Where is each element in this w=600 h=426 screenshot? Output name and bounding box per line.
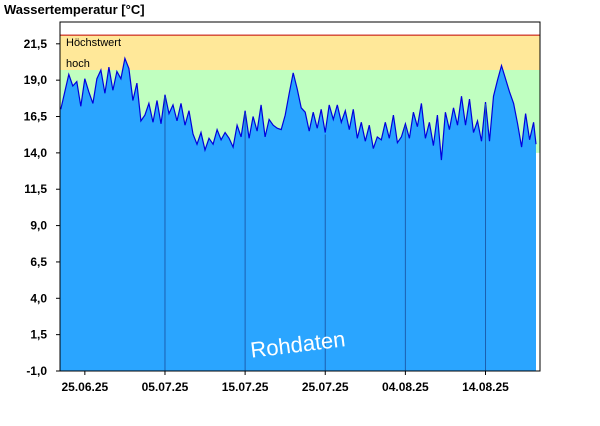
- y-tick-label: 21,5: [24, 37, 48, 51]
- temperature-area: [60, 58, 536, 372]
- y-tick-label: -1,0: [26, 364, 47, 378]
- temperature-line: [60, 56, 537, 161]
- x-tick-label: 25.06.25: [61, 380, 108, 394]
- day-gridlines: [164, 96, 487, 371]
- y-axis: 21,5 19,0 16,5 14,0 11,5 9,0 6,5 4,0 1,5 -1,0: [24, 37, 60, 378]
- band-hoechstwert: [60, 35, 540, 70]
- x-tick-label: 14.08.25: [462, 380, 509, 394]
- x-tick-label: 25.07.25: [302, 380, 349, 394]
- y-tick-label: 6,5: [30, 255, 47, 269]
- chart-title: Wassertemperatur [°C]: [4, 2, 145, 17]
- y-tick-label: 1,5: [30, 328, 47, 342]
- y-tick-label: 16,5: [24, 110, 48, 124]
- band-label-hoch: hoch: [66, 58, 90, 70]
- x-axis: 25.06.25 05.07.25 15.07.25 25.07.25 04.08.25…: [61, 371, 509, 394]
- band-label-hoechstwert: Höchstwert: [66, 37, 121, 49]
- x-tick-label: 04.08.25: [382, 380, 429, 394]
- y-tick-label: 4,0: [30, 291, 47, 305]
- y-tick-label: 11,5: [24, 182, 47, 196]
- y-tick-label: 14,0: [24, 146, 48, 160]
- x-tick-label: 15.07.25: [222, 380, 269, 394]
- y-tick-label: 19,0: [24, 73, 48, 87]
- x-tick-label: 05.07.25: [142, 380, 189, 394]
- y-tick-label: 9,0: [30, 219, 47, 233]
- plot-frame: [59, 21, 541, 372]
